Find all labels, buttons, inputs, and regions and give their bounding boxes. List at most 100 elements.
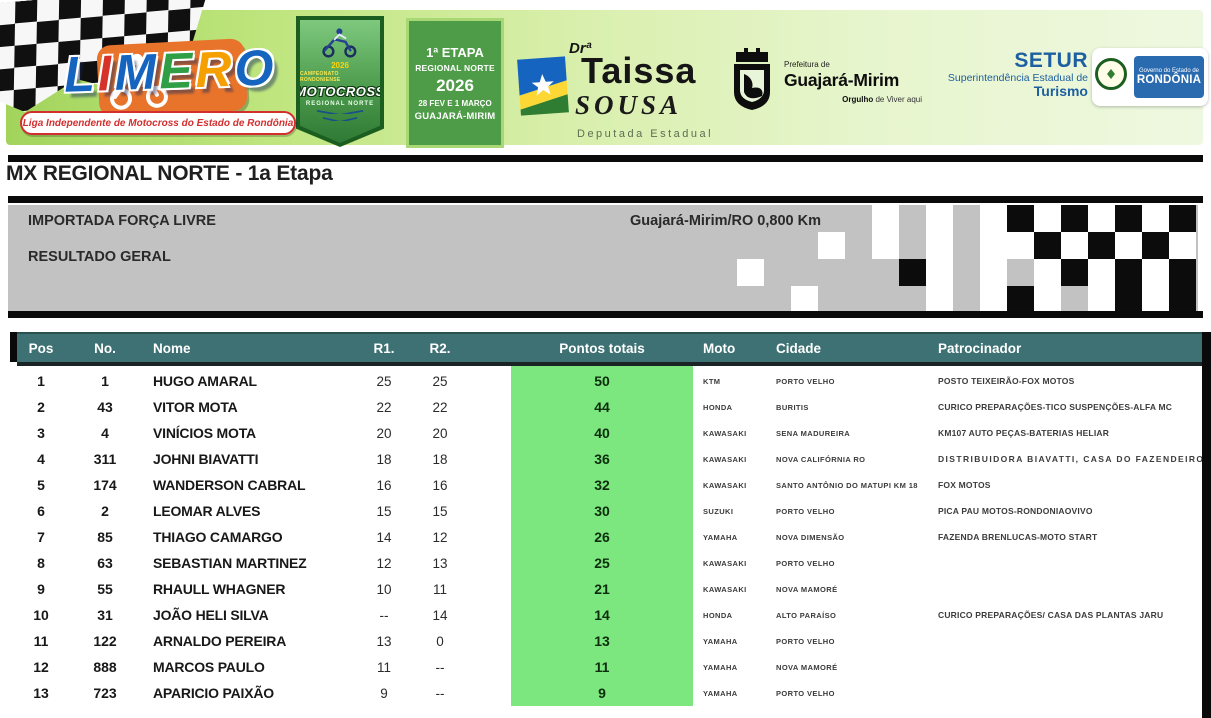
checker-cell <box>1007 232 1034 259</box>
column-header-pos: Pos <box>28 340 54 356</box>
cell-r1: 25 <box>376 373 392 389</box>
checker-cell <box>845 205 872 232</box>
cell-pos: 5 <box>37 477 45 493</box>
cell-r2: 22 <box>432 399 448 415</box>
checker-cell <box>818 286 845 311</box>
checker-cell <box>899 286 926 311</box>
cell-r1: 20 <box>376 425 392 441</box>
cell-no: 85 <box>97 529 113 545</box>
motocross-badge-inner: 2026 CAMPEONATO RONDONIENSE MOTOCROSS RE… <box>300 20 380 143</box>
cell-patrocinador: FAZENDA BRENLUCAS-MOTO START <box>938 532 1098 542</box>
column-header-r1-: R1. <box>373 340 395 356</box>
points-column-highlight <box>511 366 693 706</box>
cell-pos: 1 <box>37 373 45 389</box>
cell-moto: KTM <box>703 376 721 386</box>
cell-cidade: SANTO ANTÔNIO DO MATUPI KM 18 <box>776 480 918 490</box>
cell-nome: VINÍCIOS MOTA <box>153 425 256 441</box>
checker-cell <box>1088 205 1115 232</box>
limero-logo: LIMERO <box>63 39 278 102</box>
checker-cell <box>1007 286 1034 311</box>
cell-nome: ARNALDO PEREIRA <box>153 633 287 649</box>
checker-cell <box>791 259 818 286</box>
divider-rule-bottom <box>8 311 1203 318</box>
cell-cidade: SENA MADUREIRA <box>776 428 851 438</box>
cell-pos: 7 <box>37 529 45 545</box>
cell-pontos: 11 <box>594 659 610 675</box>
cell-moto: HONDA <box>703 402 733 412</box>
limero-letter: O <box>233 39 278 97</box>
checker-cell <box>1088 259 1115 286</box>
checker-cell <box>737 286 764 311</box>
cell-r1: 10 <box>376 581 392 597</box>
cell-pontos: 30 <box>594 503 610 519</box>
checker-cell <box>1034 259 1061 286</box>
cell-pos: 12 <box>33 659 49 675</box>
limero-tagline: Liga Independente de Motocross do Estado… <box>20 111 296 135</box>
cell-cidade: PORTO VELHO <box>776 636 835 646</box>
checker-cell <box>818 259 845 286</box>
cell-pos: 13 <box>33 685 49 701</box>
cell-r1: 16 <box>376 477 392 493</box>
table-row: 1 1 HUGO AMARAL 25 25 50 KTM PORTO VELHO POSTO T… <box>17 368 1202 394</box>
checker-cell <box>818 232 845 259</box>
prefeitura-logo: Prefeitura de Guajará-Mirim Orgulho de V… <box>722 40 922 120</box>
checker-cell <box>953 232 980 259</box>
cell-r2: -- <box>435 659 445 675</box>
divider-rule-mid <box>8 196 1203 203</box>
cell-r1: 18 <box>376 451 392 467</box>
checker-cell <box>1007 259 1034 286</box>
cell-cidade: PORTO VELHO <box>776 688 835 698</box>
cell-nome: JOÃO HELI SILVA <box>153 607 269 623</box>
table-header-underline <box>17 362 1202 366</box>
checker-cell <box>1061 205 1088 232</box>
cell-r2: 11 <box>432 581 447 597</box>
cell-r1: 14 <box>376 529 392 545</box>
limero-rider-graphic <box>96 38 248 118</box>
cell-cidade: PORTO VELHO <box>776 558 835 568</box>
checker-cell <box>1115 259 1142 286</box>
cell-moto: KAWASAKI <box>703 454 747 464</box>
cell-moto: KAWASAKI <box>703 558 747 568</box>
cell-cidade: NOVA MAMORÉ <box>776 584 838 594</box>
table-row: 6 2 LEOMAR ALVES 15 15 30 SUZUKI PORTO VELHO PIC… <box>17 498 1202 524</box>
cell-pontos: 44 <box>594 399 610 415</box>
table-row: 11 122 ARNALDO PEREIRA 13 0 13 YAMAHA PORTO VEL… <box>17 628 1202 654</box>
checker-cell <box>1007 205 1034 232</box>
column-header-r2-: R2. <box>429 340 451 356</box>
limero-letter: E <box>158 42 197 100</box>
cell-no: 174 <box>93 477 117 493</box>
checker-cell <box>926 232 953 259</box>
cell-pontos: 14 <box>594 607 610 623</box>
cell-r1: 22 <box>376 399 392 415</box>
cell-pos: 10 <box>33 607 49 623</box>
limero-tagline-text: Liga Independente de Motocross do Estado… <box>22 117 294 129</box>
limero-letter: M <box>113 43 161 101</box>
cell-pontos: 40 <box>594 425 610 441</box>
cell-patrocinador: CURICO PREPARAÇÕES/ CASA DAS PLANTAS JAR… <box>938 610 1164 620</box>
cell-patrocinador: KM107 AUTO PEÇAS-BATERIAS HELIAR <box>938 428 1110 438</box>
cell-moto: KAWASAKI <box>703 428 747 438</box>
checker-cell <box>953 205 980 232</box>
checker-cell <box>980 259 1007 286</box>
cell-pos: 4 <box>37 451 45 467</box>
cell-r1: 15 <box>376 503 392 519</box>
checker-cell <box>1169 286 1196 311</box>
cell-no: 55 <box>97 581 113 597</box>
table-row: 5 174 WANDERSON CABRAL 16 16 32 KAWASAKI SANTO … <box>17 472 1202 498</box>
cell-moto: HONDA <box>703 610 733 620</box>
checker-cell <box>1169 205 1196 232</box>
checker-cell <box>764 232 791 259</box>
checker-cell <box>1142 205 1169 232</box>
cell-nome: RHAULL WHAGNER <box>153 581 286 597</box>
checker-cell <box>791 286 818 311</box>
checker-cell <box>872 259 899 286</box>
taissa-prefix: Drª <box>569 40 592 57</box>
checker-cell <box>737 259 764 286</box>
cell-no: 311 <box>93 451 117 467</box>
cell-r2: 16 <box>432 477 448 493</box>
checker-cell <box>791 232 818 259</box>
checker-cell <box>1115 232 1142 259</box>
prefeitura-small-text: Prefeitura de <box>784 60 830 69</box>
checker-cell <box>845 259 872 286</box>
checker-cell <box>1142 259 1169 286</box>
